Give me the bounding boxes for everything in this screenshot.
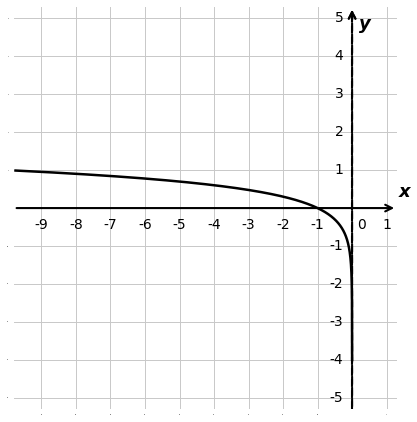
- Text: -3: -3: [330, 315, 344, 329]
- Text: x: x: [399, 183, 410, 201]
- Text: -1: -1: [311, 218, 324, 232]
- Text: -2: -2: [330, 277, 344, 291]
- Text: -2: -2: [276, 218, 290, 232]
- Text: -5: -5: [173, 218, 186, 232]
- Text: y: y: [359, 15, 371, 33]
- Text: -1: -1: [330, 239, 344, 253]
- Text: -8: -8: [69, 218, 83, 232]
- Text: 4: 4: [335, 49, 344, 63]
- Text: 2: 2: [335, 125, 344, 139]
- Text: 5: 5: [335, 11, 344, 25]
- Text: 3: 3: [335, 87, 344, 101]
- Text: -4: -4: [207, 218, 221, 232]
- Text: 1: 1: [382, 218, 391, 232]
- Text: 1: 1: [334, 163, 344, 177]
- Text: -3: -3: [242, 218, 255, 232]
- Text: 0: 0: [357, 218, 366, 232]
- Text: -4: -4: [330, 353, 344, 367]
- Text: -9: -9: [35, 218, 48, 232]
- Text: -7: -7: [104, 218, 117, 232]
- Text: -5: -5: [330, 391, 344, 405]
- Text: -6: -6: [138, 218, 152, 232]
